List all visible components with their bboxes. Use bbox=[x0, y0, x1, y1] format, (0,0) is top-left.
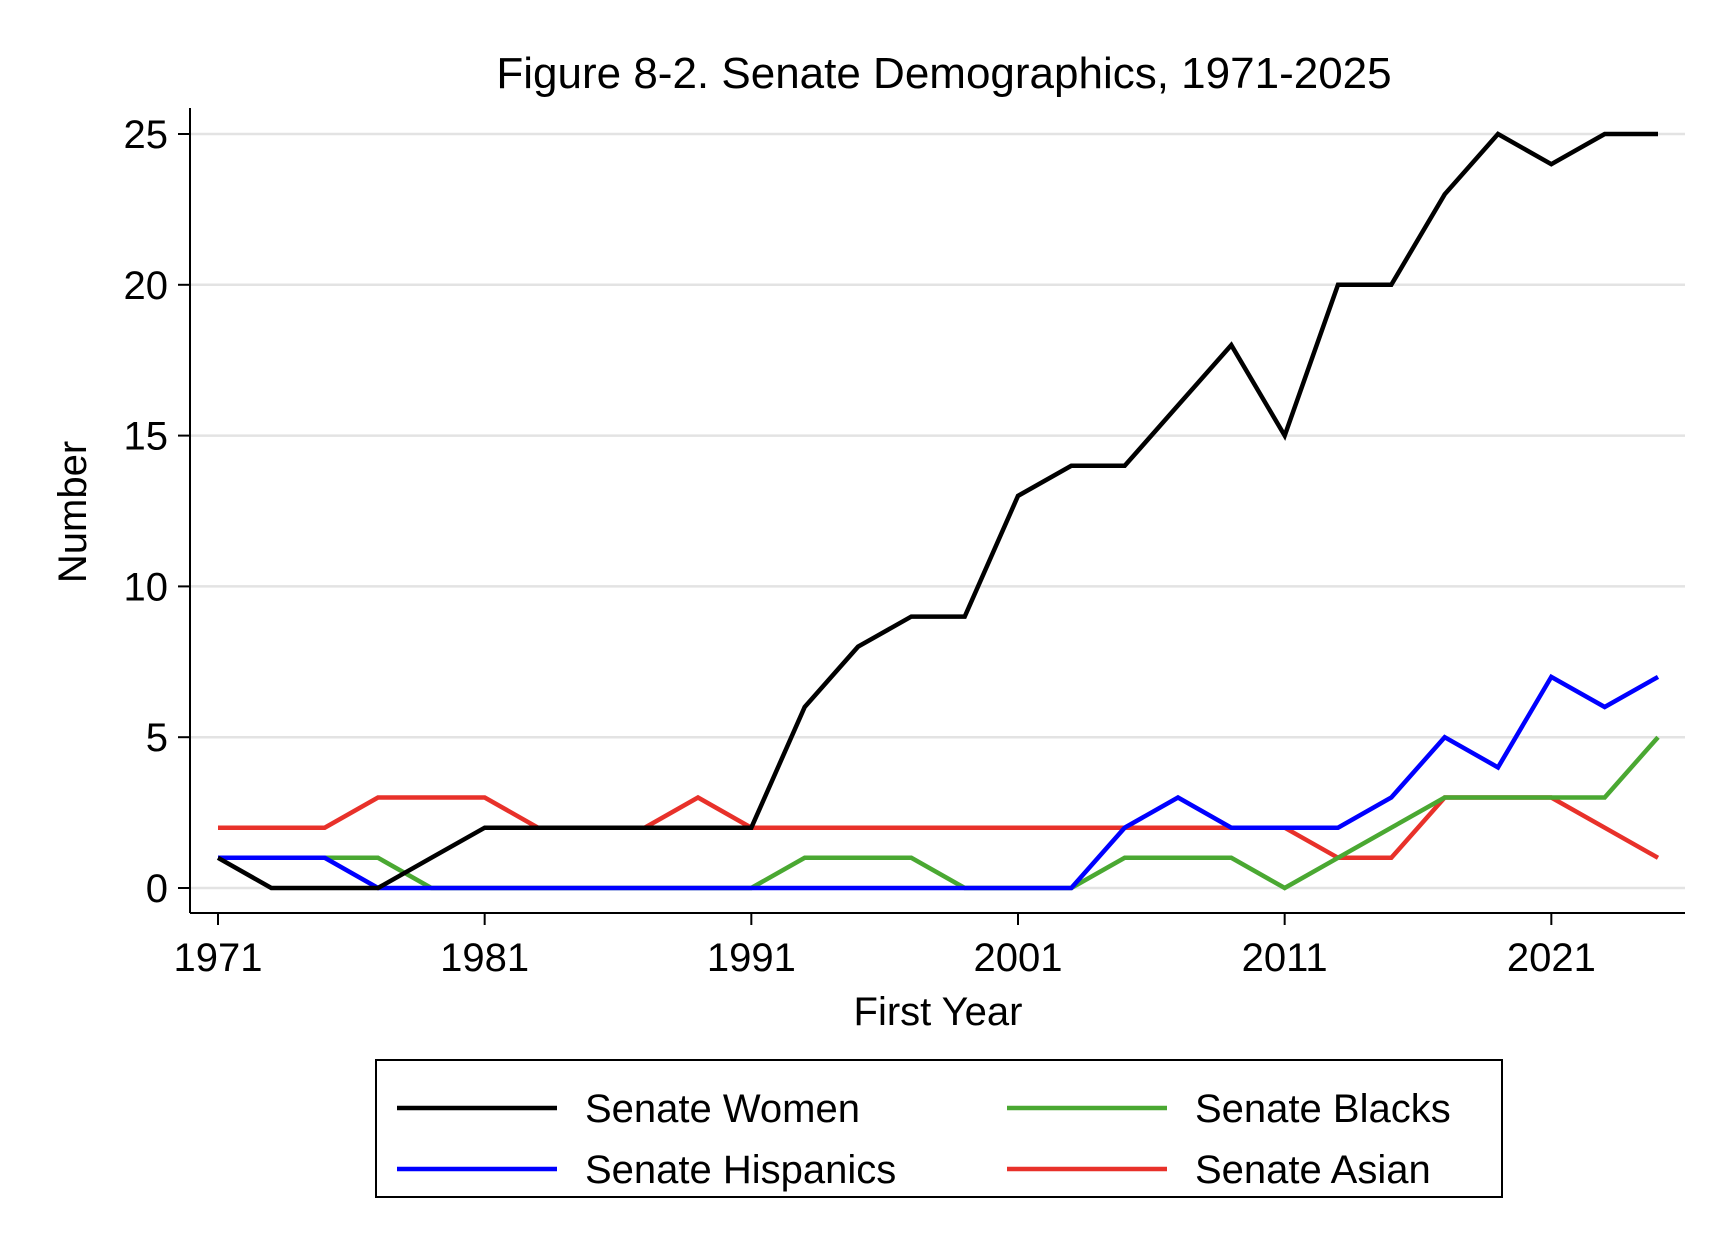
x-axis-title: First Year bbox=[854, 990, 1023, 1034]
y-tick-label: 15 bbox=[124, 415, 169, 459]
y-tick-label: 20 bbox=[124, 264, 169, 308]
legend-box bbox=[375, 1059, 1503, 1198]
legend-label-senate-women: Senate Women bbox=[585, 1087, 860, 1131]
y-axis-title: Number bbox=[51, 441, 95, 583]
y-tick-label: 0 bbox=[146, 867, 168, 911]
x-tick-label: 2001 bbox=[974, 936, 1063, 980]
series-lines bbox=[216, 131, 1660, 891]
x-axis-ticks: 1971 1981 1991 2001 2011 2021 bbox=[174, 913, 1596, 980]
legend: Senate Women Senate Blacks Senate Hispanic… bbox=[375, 1059, 1503, 1198]
x-tick-label: 2011 bbox=[1242, 936, 1328, 980]
series-line-senate-hispanics bbox=[218, 673, 1660, 891]
y-axis-ticks: 0 5 10 15 20 25 bbox=[124, 113, 190, 911]
legend-label-senate-blacks: Senate Blacks bbox=[1195, 1087, 1451, 1131]
x-tick-label: 1971 bbox=[174, 936, 263, 980]
x-tick-label: 1991 bbox=[707, 936, 796, 980]
gridlines bbox=[190, 132, 1685, 890]
series-line-senate-women bbox=[216, 131, 1658, 891]
y-tick-label: 25 bbox=[124, 113, 169, 157]
x-tick-label: 2021 bbox=[1507, 936, 1596, 980]
x-tick-label: 1981 bbox=[440, 936, 529, 980]
chart-title: Figure 8-2. Senate Demographics, 1971-20… bbox=[496, 49, 1391, 98]
series-line-senate-blacks bbox=[218, 735, 1660, 891]
y-tick-label: 10 bbox=[124, 565, 169, 609]
series-line-senate-asian bbox=[218, 794, 1660, 861]
y-tick-label: 5 bbox=[146, 716, 168, 760]
axes bbox=[189, 108, 1685, 914]
legend-label-senate-asian: Senate Asian bbox=[1195, 1148, 1431, 1192]
legend-label-senate-hispanics: Senate Hispanics bbox=[585, 1148, 896, 1192]
